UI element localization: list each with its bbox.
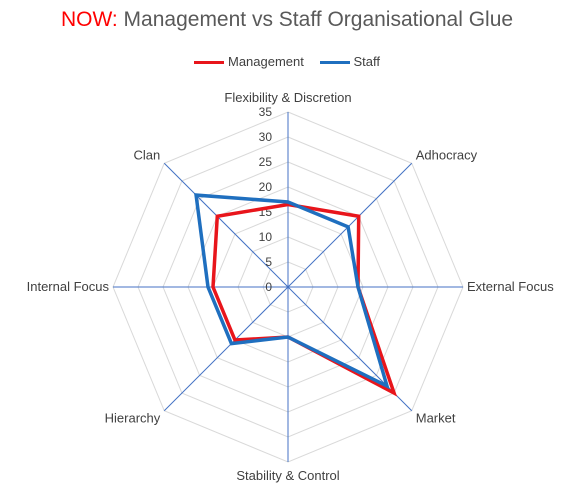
tick-label: 0 xyxy=(265,280,272,294)
legend-swatch-staff xyxy=(319,61,350,65)
title-text: Management vs Staff Organisational Glue xyxy=(117,8,514,31)
legend-label-management: Management xyxy=(227,54,304,69)
series-line-staff xyxy=(194,193,390,390)
axis-label: Flexibility & Discretion xyxy=(224,90,351,105)
chart-title: NOW: Management vs Staff Organisational … xyxy=(0,8,574,32)
axis-label: Internal Focus xyxy=(27,279,110,294)
tick-label: 25 xyxy=(259,155,273,169)
tick-label: 30 xyxy=(259,130,273,144)
tick-label: 35 xyxy=(259,105,273,119)
axis-label: External Focus xyxy=(467,279,554,294)
axis-spoke-1 xyxy=(287,162,413,288)
legend: Management Staff xyxy=(0,54,574,69)
series-line-management xyxy=(211,202,398,397)
axis-label: Hierarchy xyxy=(105,411,161,426)
legend-swatch-management xyxy=(193,61,224,65)
tick-label: 5 xyxy=(265,255,272,269)
tick-label: 10 xyxy=(259,230,273,244)
legend-item-management: Management xyxy=(193,54,304,69)
tick-label: 20 xyxy=(259,180,273,194)
axis-spoke-5 xyxy=(163,286,289,412)
title-highlight: NOW: xyxy=(60,8,118,31)
axis-label: Clan xyxy=(134,147,161,162)
legend-label-staff: Staff xyxy=(353,54,381,69)
axis-label: Adhocracy xyxy=(416,147,478,162)
axis-label: Market xyxy=(416,411,456,426)
axis-label: Stability & Control xyxy=(236,468,339,483)
axis-spoke-7 xyxy=(163,162,289,288)
legend-item-staff: Staff xyxy=(319,54,381,69)
